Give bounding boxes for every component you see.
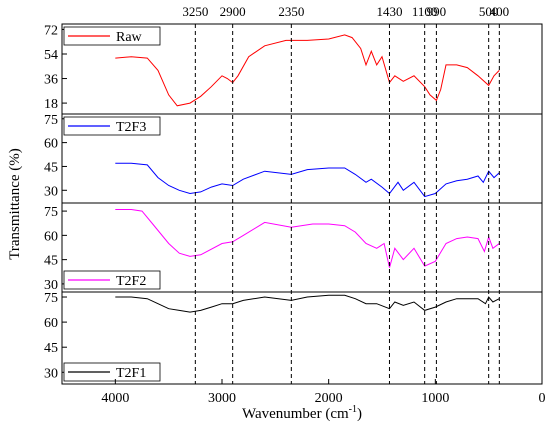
legend-label: T2F1: [116, 366, 146, 381]
legend-box: [63, 362, 161, 382]
y-tick-label: 75: [44, 291, 58, 306]
series-line-t2f2: [115, 209, 500, 268]
y-tick-label: 60: [44, 137, 58, 152]
x-tick-label: 2000: [315, 391, 343, 406]
x-tick-label: 0: [539, 391, 546, 406]
y-tick-label: 36: [44, 73, 58, 88]
y-tick-label: 18: [44, 97, 58, 112]
legend-label: Raw: [116, 30, 143, 45]
x-axis-title: Wavenumber (cm-1): [242, 404, 362, 422]
series-line-t2f1: [115, 294, 500, 313]
y-tick-label: 30: [44, 278, 58, 293]
x-tick-label: 1000: [421, 391, 449, 406]
legend-label: T2F3: [116, 120, 146, 135]
y-tick-label: 45: [44, 254, 58, 269]
x-tick-label: 3000: [208, 391, 236, 406]
reference-label: 2900: [220, 4, 246, 19]
y-tick-label: 75: [44, 113, 58, 128]
y-tick-label: 72: [44, 23, 58, 38]
series-line-t2f3: [115, 162, 500, 198]
reference-label: 500: [479, 4, 499, 19]
y-tick-label: 60: [44, 316, 58, 331]
y-tick-label: 60: [44, 229, 58, 244]
y-tick-label: 30: [44, 184, 58, 199]
y-tick-label: 45: [44, 160, 58, 175]
reference-label: 3250: [182, 4, 208, 19]
legend-label: T2F2: [116, 274, 146, 289]
y-axis-title: Transmittance (%): [7, 148, 23, 260]
legend-box: [63, 116, 161, 136]
y-tick-label: 30: [44, 366, 58, 381]
series-line-raw: [115, 34, 500, 107]
reference-label: 400: [490, 4, 510, 19]
x-tick-label: 4000: [101, 391, 129, 406]
legend-box: [63, 270, 161, 290]
panel-frame-4: [61, 291, 543, 385]
legend-box: [63, 26, 161, 46]
reference-label: 2350: [278, 4, 304, 19]
reference-label: 1430: [376, 4, 402, 19]
reference-label: 990: [427, 4, 447, 19]
reference-label: 1100: [412, 4, 438, 19]
y-tick-label: 45: [44, 341, 58, 356]
y-tick-label: 54: [44, 48, 58, 63]
y-tick-label: 75: [44, 205, 58, 220]
